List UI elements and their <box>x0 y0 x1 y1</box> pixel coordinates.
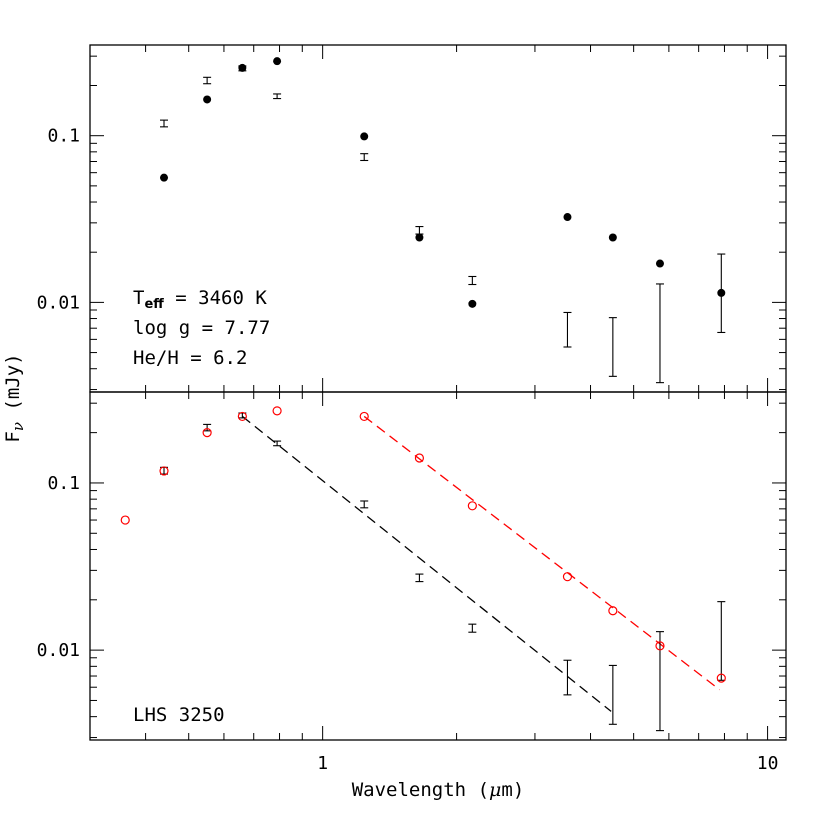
model-point <box>359 411 369 422</box>
y-tick-label: 0.01 <box>37 640 80 661</box>
observation-errorbar <box>655 631 664 732</box>
model-point <box>608 233 617 242</box>
observation-errorbar <box>203 423 212 432</box>
model-point <box>467 501 477 511</box>
model-point <box>160 173 169 182</box>
annotation-text: He/H = 6.2 <box>133 347 247 369</box>
annotation-text: log g = 7.77 <box>133 317 270 339</box>
top-panel: 0.01 0.1 Teff = 3460 K log g = 7.77 He/H = 6… <box>37 44 787 393</box>
red-fit-line <box>363 415 720 691</box>
y-tick-label: 0.1 <box>47 473 80 494</box>
x-tick-label: 10 <box>757 753 779 774</box>
model-point <box>608 606 618 616</box>
model-point <box>414 453 425 463</box>
model-point <box>655 641 665 651</box>
x-axis-label-main: Wavelength ( <box>352 779 489 801</box>
annotation-text: LHS 3250 <box>133 704 225 726</box>
observation-errorbar <box>563 659 572 696</box>
annotation-rest: = 3460 K <box>164 287 268 309</box>
annotation-main: T <box>133 287 144 309</box>
y-tick-label: 0.01 <box>37 292 80 313</box>
annotation-main: LHS 3250 <box>133 704 225 726</box>
x-axis-label-greek: μ <box>489 779 501 801</box>
model-point <box>202 428 212 438</box>
x-axis-label-rest: m) <box>501 779 524 801</box>
model-point <box>717 288 726 297</box>
bottom-panel: 1 10 0.01 0.1 LHS 3250 <box>37 391 787 774</box>
model-point <box>273 57 282 66</box>
observation-errorbar <box>608 664 617 725</box>
model-point <box>655 259 664 268</box>
observation-errorbar <box>273 440 282 447</box>
y-axis-label-main: F <box>2 431 24 442</box>
observation-errorbar <box>468 623 477 633</box>
y-axis-label-rest: (mJy) <box>2 353 24 422</box>
observation-errorbar <box>655 283 664 384</box>
y-axis-label: Fν (mJy) <box>2 353 27 442</box>
observation-errorbar <box>415 573 424 583</box>
model-point <box>360 132 369 141</box>
observation-errorbar <box>360 153 369 162</box>
bottom-frame <box>89 391 787 741</box>
top-frame <box>89 44 787 393</box>
annotation-sub: eff <box>144 297 164 312</box>
y-tick-label: 0.1 <box>47 126 80 147</box>
x-axis-label: Wavelength (μm) <box>352 779 525 801</box>
observation-errorbar <box>160 119 169 128</box>
model-point <box>237 411 247 422</box>
model-point <box>415 233 424 242</box>
observation-errorbar <box>273 93 282 100</box>
annotation-main: He/H = 6.2 <box>133 347 247 369</box>
model-point <box>562 572 573 582</box>
annotation-main: log g = 7.77 <box>133 317 270 339</box>
observation-errorbar <box>360 500 369 509</box>
observation-errorbar <box>468 275 477 286</box>
model-point <box>203 95 212 104</box>
model-point <box>272 406 282 416</box>
model-point <box>238 63 247 72</box>
observation-errorbar <box>608 317 617 377</box>
model-point <box>563 213 572 222</box>
x-tick-label: 1 <box>317 753 328 774</box>
y-axis-label-sub: ν <box>9 422 27 431</box>
model-point <box>120 515 130 525</box>
observation-errorbar <box>563 311 572 348</box>
model-point <box>468 299 477 308</box>
model-point <box>716 673 726 683</box>
observation-errorbar <box>717 601 726 681</box>
observation-errorbar <box>203 76 212 85</box>
black-fit-line <box>241 415 612 712</box>
observation-errorbar <box>415 226 424 235</box>
annotation-text: Teff = 3460 K <box>133 287 267 312</box>
model-point <box>159 466 169 476</box>
